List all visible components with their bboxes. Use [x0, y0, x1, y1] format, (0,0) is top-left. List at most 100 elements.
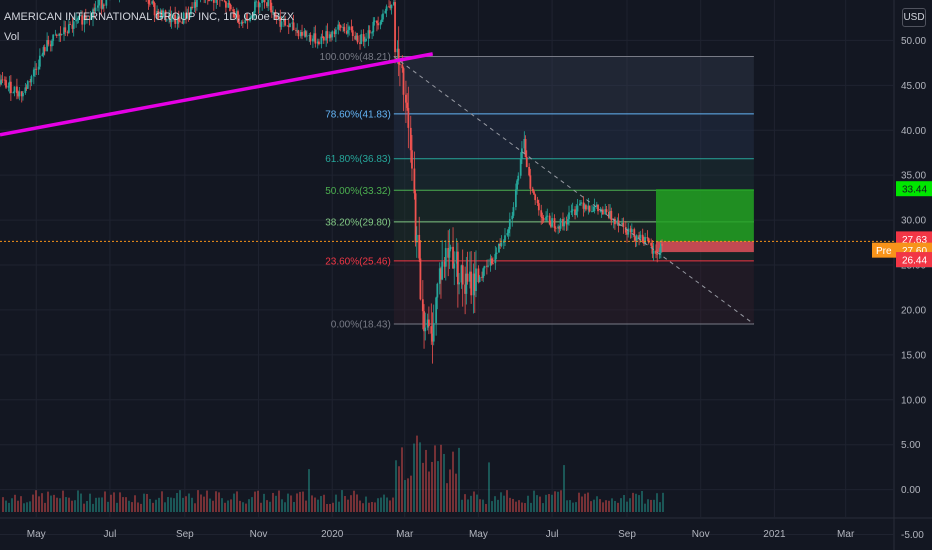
candle-body [540, 210, 543, 217]
fib-level-label: 23.60%(25.46) [325, 256, 391, 267]
candle-body [176, 16, 179, 24]
candle-body [237, 11, 239, 23]
volume-bar [461, 499, 463, 512]
candle-body [498, 243, 500, 253]
candle-body [618, 224, 621, 226]
candle-body [455, 251, 458, 264]
time-tick-label: Sep [176, 529, 194, 540]
volume-bar [524, 503, 526, 512]
chart-title: AMERICAN INTERNATIONAL GROUP INC, 1D, Cb… [4, 11, 295, 23]
candle-body [309, 35, 312, 42]
candle-body [8, 81, 11, 86]
fib-level-label: 0.00%(18.43) [331, 320, 391, 331]
candle-body [338, 24, 341, 26]
candle-body [304, 31, 307, 37]
candle-body [489, 258, 492, 266]
candle-body [292, 22, 295, 31]
candle-body [380, 19, 383, 22]
candle-body [261, 0, 264, 4]
volume-bar [116, 502, 118, 512]
candle-body [382, 13, 384, 20]
candle-body [472, 273, 475, 296]
volume-bar [107, 501, 109, 512]
candle-body [193, 2, 196, 9]
candle-body [367, 30, 370, 39]
candle-body [641, 234, 644, 242]
candle-body [229, 4, 232, 10]
candle-body [447, 248, 450, 258]
volume-bar [95, 497, 97, 512]
candle-body [334, 29, 337, 35]
candle-body [326, 31, 329, 39]
candle-body [483, 265, 486, 269]
volume-bar [29, 501, 31, 512]
volume-bar [479, 499, 481, 512]
volume-bar [5, 500, 7, 512]
candle-body [494, 254, 497, 264]
volume-bar [143, 493, 145, 512]
candle-body [415, 234, 418, 243]
candle-body [444, 248, 447, 267]
candle-body [72, 21, 75, 29]
candle-body [414, 193, 417, 243]
candle-body [208, 0, 210, 2]
volume-bar [617, 502, 619, 512]
candle-body [593, 206, 596, 212]
candle-body [438, 268, 441, 284]
candle-body [270, 10, 273, 13]
volume-bar [587, 492, 589, 512]
volume-bar [371, 501, 373, 512]
candle-body [368, 30, 371, 34]
candle-body [426, 319, 429, 328]
candle-body [98, 0, 100, 6]
volume-bar [74, 500, 76, 512]
candle-body [597, 204, 599, 212]
candle-body [212, 0, 215, 3]
candle-body [362, 34, 365, 42]
candle-body [482, 268, 485, 278]
volume-bar [635, 493, 637, 512]
candle-body [348, 26, 351, 30]
candle-body [419, 258, 422, 300]
candle-body [411, 150, 413, 169]
candle-body [92, 9, 94, 19]
candle-body [508, 219, 511, 230]
candle-body [424, 327, 427, 332]
volume-bar [611, 498, 613, 512]
candle-body [278, 16, 280, 19]
candle-body [238, 22, 241, 24]
volume-bar [428, 471, 430, 512]
candle-body [59, 33, 62, 35]
candle-body [629, 228, 632, 233]
candle-body [418, 234, 421, 259]
candle-body [517, 175, 520, 181]
currency-badge[interactable]: USD [902, 8, 926, 27]
candle-body [26, 81, 29, 89]
volume-bar [140, 503, 142, 512]
price-tick-label: -5.00 [901, 530, 924, 541]
candle-body [331, 31, 334, 38]
candle-body [210, 0, 213, 2]
volume-bar [128, 500, 130, 512]
volume-bar [227, 500, 229, 512]
candle-body [43, 47, 46, 52]
volume-bar [515, 501, 517, 512]
fib-level-label: 100.00%(48.21) [320, 52, 391, 63]
volume-bar [173, 498, 175, 512]
candle-body [196, 0, 198, 7]
candle-body [254, 1, 256, 13]
volume-bar [41, 493, 43, 512]
candle-body [529, 175, 532, 189]
volume-bar [47, 491, 49, 512]
volume-bar [236, 491, 238, 512]
volume-bar [554, 491, 556, 512]
candle-body [650, 242, 653, 246]
candle-body [601, 209, 604, 215]
candle-body [64, 27, 67, 33]
candle-body [312, 38, 314, 42]
candle-body [347, 29, 349, 34]
volume-bar [137, 502, 139, 512]
volume-bar [626, 501, 628, 512]
candle-body [0, 79, 3, 85]
